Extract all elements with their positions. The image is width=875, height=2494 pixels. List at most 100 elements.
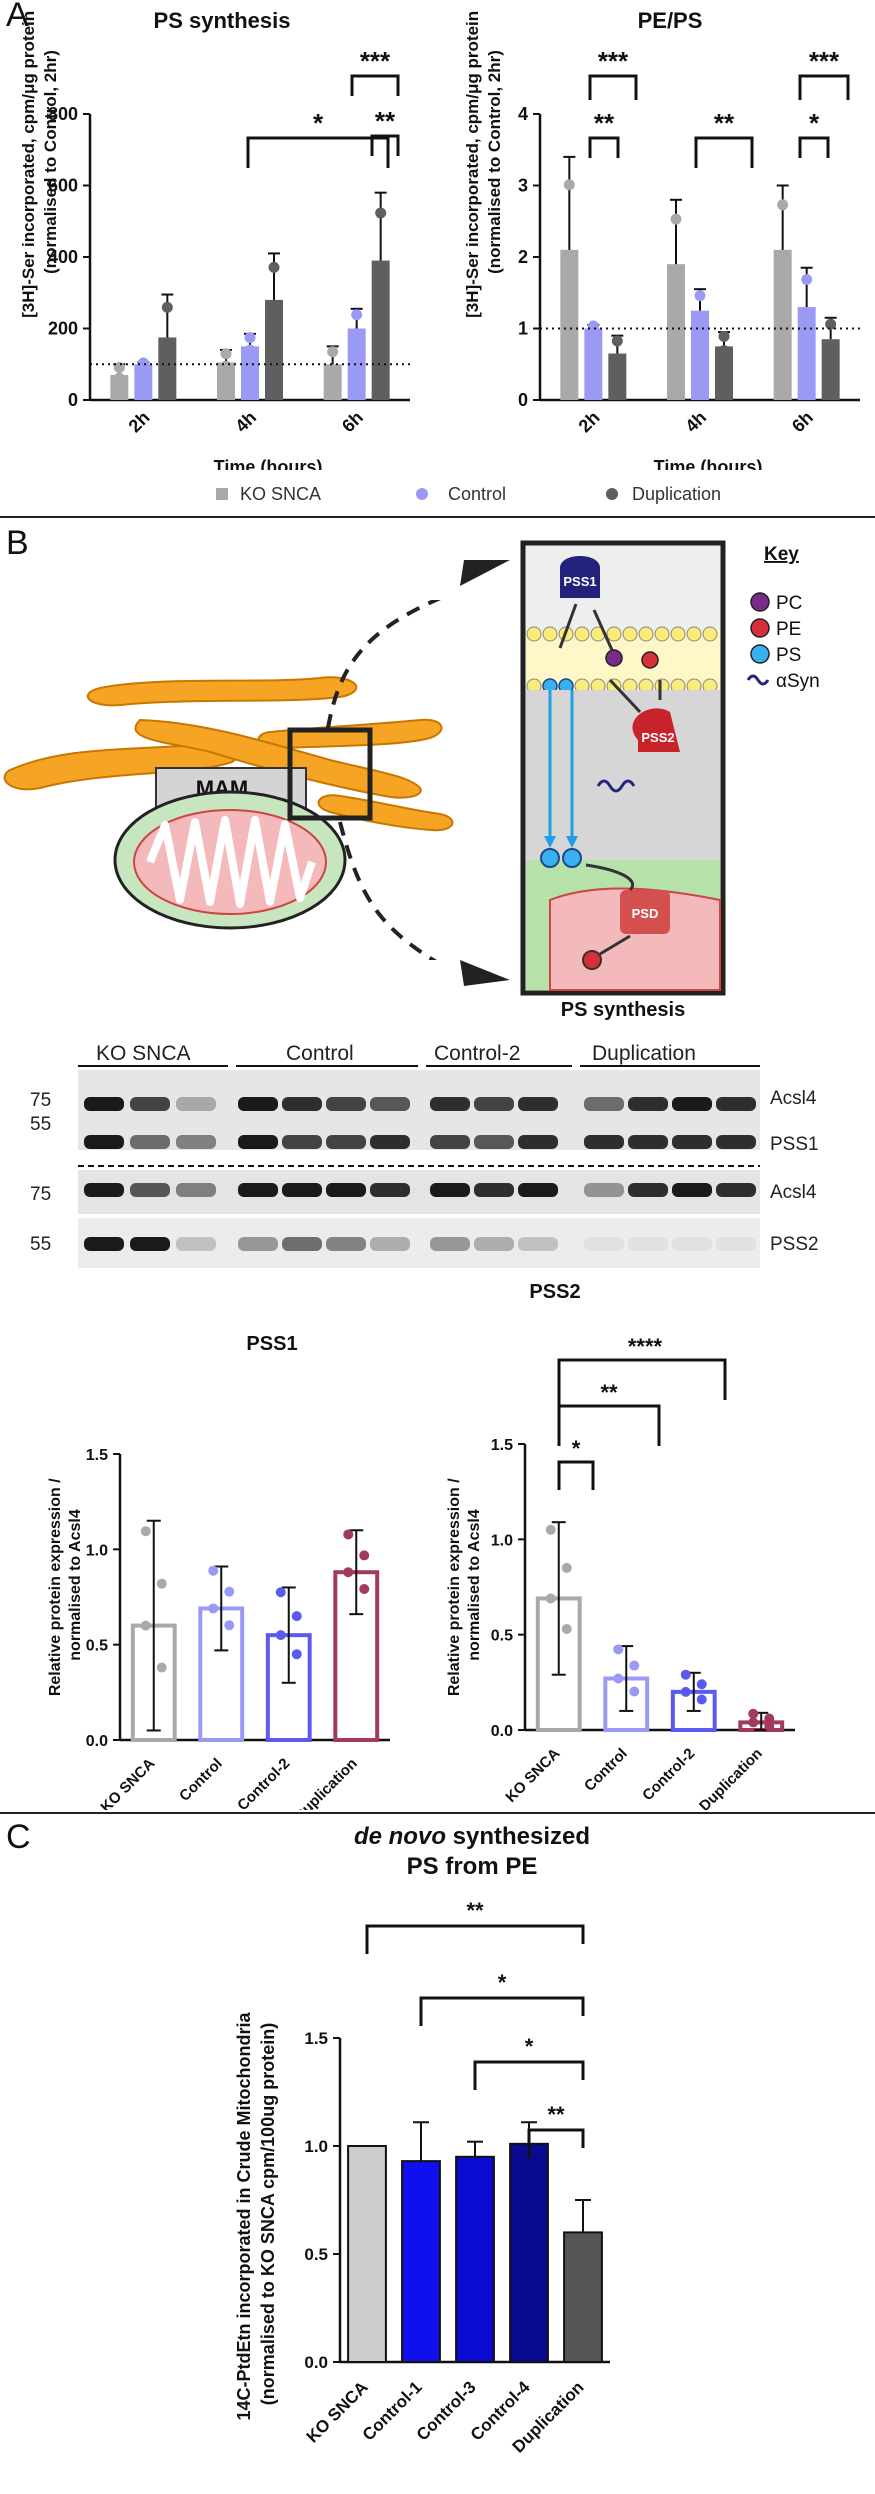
- blot-band: [238, 1097, 278, 1111]
- data-point: [748, 1717, 759, 1728]
- data-point: [545, 1593, 556, 1604]
- lipid-head: [526, 626, 542, 642]
- blot-band: [130, 1183, 170, 1197]
- y-tick-label: 2: [518, 247, 528, 267]
- chart-pss1: PSS1 Relative protein expression / norma…: [47, 1333, 390, 1810]
- data-point: [801, 313, 813, 325]
- y-tick-label: 1: [518, 319, 528, 339]
- y-tick-label: 0.5: [304, 2245, 328, 2264]
- y-tick-label: 200: [48, 319, 78, 339]
- bar: [797, 307, 816, 400]
- y-tick-label: 0.0: [491, 1723, 513, 1740]
- sig-bracket-label: *: [572, 1436, 581, 1461]
- pss1-enzyme: [560, 556, 600, 598]
- bar: [241, 346, 259, 400]
- y-axis-label-line2: (normalised to KO SNCA cpm/100ug protein…: [258, 2023, 278, 2405]
- y-axis-label: Relative protein expression / normalised…: [47, 1474, 84, 1696]
- bar: [821, 339, 840, 400]
- y-tick-label: 0.0: [86, 1733, 108, 1750]
- y-axis-label-line2: (normalised to Control, 2hr): [485, 50, 504, 274]
- lipid-head: [686, 626, 702, 642]
- pe-key-icon: [750, 618, 770, 638]
- data-point: [113, 372, 125, 384]
- panel-b-letter: B: [6, 524, 29, 562]
- western-blot: 75 55 75 55 Acsl4 PSS1 Acsl4 PSS2: [30, 1065, 819, 1268]
- x-tick-label: 4h: [231, 407, 260, 436]
- arrowheads: [460, 560, 510, 986]
- data-point: [375, 275, 387, 287]
- blot-band: [84, 1237, 124, 1251]
- blot-band: [716, 1183, 756, 1197]
- blot-band: [282, 1237, 322, 1251]
- blot-band: [716, 1237, 756, 1251]
- data-point: [561, 1562, 572, 1573]
- key-pe-label: PE: [776, 619, 801, 640]
- sig-bracket: [350, 74, 400, 96]
- sig-bracket-label: *: [525, 2034, 534, 2059]
- er-tubule-1: [86, 676, 358, 707]
- blot-band: [584, 1237, 624, 1251]
- blot-band: [584, 1135, 624, 1149]
- bar: [509, 2142, 549, 2363]
- sig-bracket-label: **: [375, 106, 396, 136]
- sig-bracket-label: ***: [360, 46, 391, 76]
- data-point: [268, 261, 280, 273]
- sig-bracket: [588, 136, 620, 158]
- pss1-label: PSS1: [563, 574, 596, 589]
- lipid-head: [670, 626, 686, 642]
- sig-bracket-label: ****: [628, 1334, 663, 1359]
- x-tick-label: KO SNCA: [97, 1755, 158, 1810]
- y-tick-label: 1.0: [491, 1532, 513, 1549]
- lipid-head: [654, 626, 670, 642]
- blot-group-ko: KO SNCA: [96, 1042, 191, 1065]
- y-axis-label-line1: [3H]-Ser incorporated, cpm/μg protein: [19, 11, 38, 318]
- data-point: [764, 1721, 775, 1732]
- blot-band: [474, 1097, 514, 1111]
- blot-band: [628, 1135, 668, 1149]
- blot-band: [326, 1183, 366, 1197]
- panel-c-letter: C: [6, 1818, 31, 1856]
- data-point: [113, 361, 125, 373]
- data-point: [694, 290, 706, 302]
- pc-key-icon: [750, 592, 770, 612]
- blot-group-dup: Duplication: [592, 1042, 696, 1065]
- chart-title: PS synthesis: [154, 8, 291, 33]
- y-tick-label: 3: [518, 176, 528, 196]
- y-tick-label: 400: [48, 247, 78, 267]
- data-point: [268, 308, 280, 320]
- blot-band: [430, 1183, 470, 1197]
- data-point: [375, 207, 387, 219]
- data-point: [224, 1620, 235, 1631]
- panel-a-legend: KO SNCA Control Duplication: [216, 484, 721, 504]
- x-tick-label: Control-2: [639, 1745, 698, 1804]
- y-tick-label: 1.5: [491, 1437, 513, 1454]
- x-tick-label: 6h: [338, 407, 367, 436]
- er-tubule-2: [3, 743, 240, 791]
- blot-band: [672, 1183, 712, 1197]
- separator-a-b: [0, 516, 875, 518]
- blot-band: [176, 1237, 216, 1251]
- blot-band: [518, 1183, 558, 1197]
- x-tick-label: 4h: [681, 407, 710, 436]
- chart-title: de novo synthesized: [354, 1823, 590, 1850]
- sig-bracket: [365, 1924, 585, 1954]
- sig-bracket: [419, 1996, 585, 2026]
- data-point: [748, 1708, 759, 1719]
- bar: [584, 328, 603, 400]
- data-point: [718, 345, 730, 357]
- blot-band: [628, 1237, 668, 1251]
- data-point: [670, 213, 682, 225]
- sig-bracket: [473, 2060, 585, 2090]
- y-axis-label-line2: normalised to Acsl4: [466, 1509, 483, 1661]
- pe-molecule-icon: [582, 950, 602, 970]
- y-tick-label: 0.0: [304, 2353, 328, 2372]
- sig-bracket-label: **: [547, 2102, 565, 2127]
- blot-band: [130, 1135, 170, 1149]
- data-point: [275, 1630, 286, 1641]
- data-point: [545, 1524, 556, 1535]
- blot-band: [238, 1237, 278, 1251]
- x-tick-label: KO SNCA: [502, 1745, 563, 1806]
- data-point: [694, 311, 706, 323]
- y-tick-label: 0.5: [86, 1638, 108, 1655]
- x-axis-label: Time (hours): [214, 457, 323, 470]
